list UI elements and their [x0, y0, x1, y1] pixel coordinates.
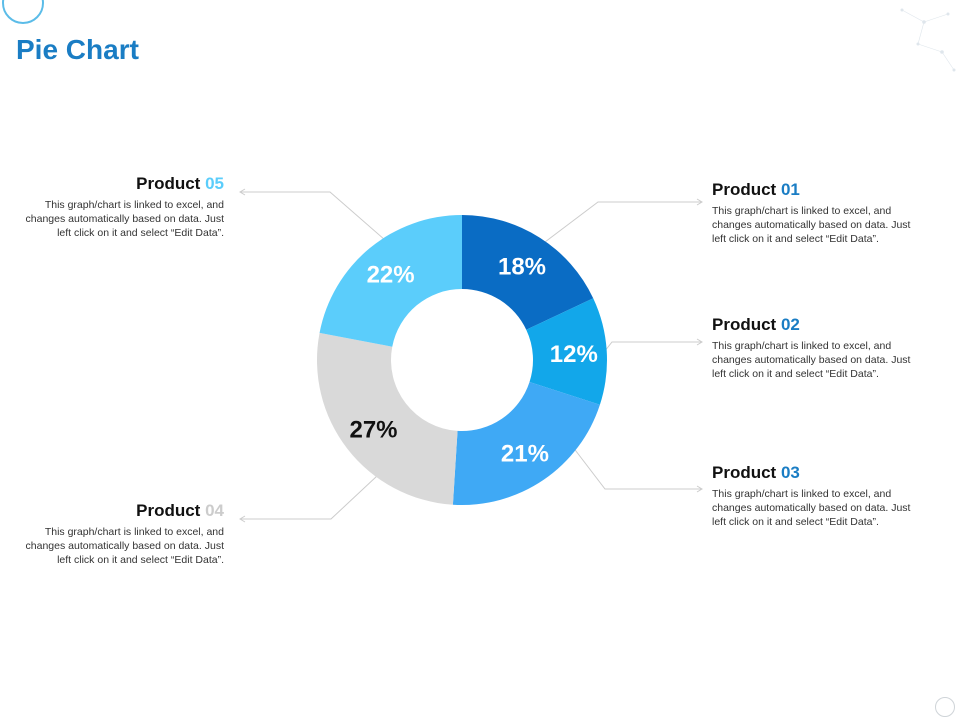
legend-title: Product 02 [712, 315, 912, 335]
legend-product-02: Product 02 This graph/chart is linked to… [712, 315, 912, 381]
slice-label: 22% [367, 262, 415, 289]
legend-title: Product 03 [712, 463, 912, 483]
connector-product-03 [565, 437, 702, 490]
slice-label: 18% [498, 253, 546, 280]
arrow-icon [696, 338, 703, 346]
legend-title: Product 04 [24, 501, 224, 521]
arrow-icon [239, 515, 246, 523]
legend-product-01: Product 01 This graph/chart is linked to… [712, 180, 912, 246]
legend-title: Product 01 [712, 180, 912, 200]
legend-name: Product [712, 463, 777, 482]
legend-name: Product [136, 174, 201, 193]
legend-description: This graph/chart is linked to excel, and… [25, 526, 224, 566]
legend-name: Product [712, 315, 777, 334]
slice-product-03 [452, 381, 600, 505]
connector-product-05 [240, 191, 386, 241]
page-title: Pie Chart [16, 34, 139, 65]
legend-number: 03 [780, 463, 800, 482]
arrow-icon [239, 188, 246, 196]
slice-label: 12% [550, 341, 598, 368]
legend-title: Product 05 [24, 174, 224, 194]
legend-product-03: Product 03 This graph/chart is linked to… [712, 463, 912, 529]
connector-product-01 [544, 201, 702, 243]
connector-product-04 [240, 475, 378, 520]
slice-labels: 18% 12% 21% 27% 22% [349, 253, 597, 467]
decorative-circle-small [935, 697, 955, 717]
legend-number: 02 [780, 315, 800, 334]
arrow-icon [696, 198, 703, 206]
legend-product-04: Product 04 This graph/chart is linked to… [24, 501, 224, 567]
legend-name: Product [712, 180, 777, 199]
legend-description: This graph/chart is linked to excel, and… [25, 199, 224, 239]
legend-number: 04 [205, 501, 224, 520]
legend-description: This graph/chart is linked to excel, and… [712, 340, 911, 380]
arrow-icon [696, 485, 703, 493]
slice-product-02 [526, 298, 607, 405]
legend-product-05: Product 05 This graph/chart is linked to… [24, 174, 224, 240]
slice-label: 27% [349, 417, 397, 444]
legend-description: This graph/chart is linked to excel, and… [712, 205, 911, 245]
decorative-network-dots [900, 8, 956, 72]
slice-label: 21% [501, 441, 549, 468]
slice-product-05 [319, 214, 462, 347]
slice-product-04 [316, 332, 458, 505]
legend-number: 01 [780, 180, 800, 199]
legend-name: Product [136, 501, 201, 520]
slice-product-01 [462, 215, 594, 330]
legend-description: This graph/chart is linked to excel, and… [712, 488, 911, 528]
legend-number: 05 [205, 174, 224, 193]
donut-slices [316, 214, 607, 505]
